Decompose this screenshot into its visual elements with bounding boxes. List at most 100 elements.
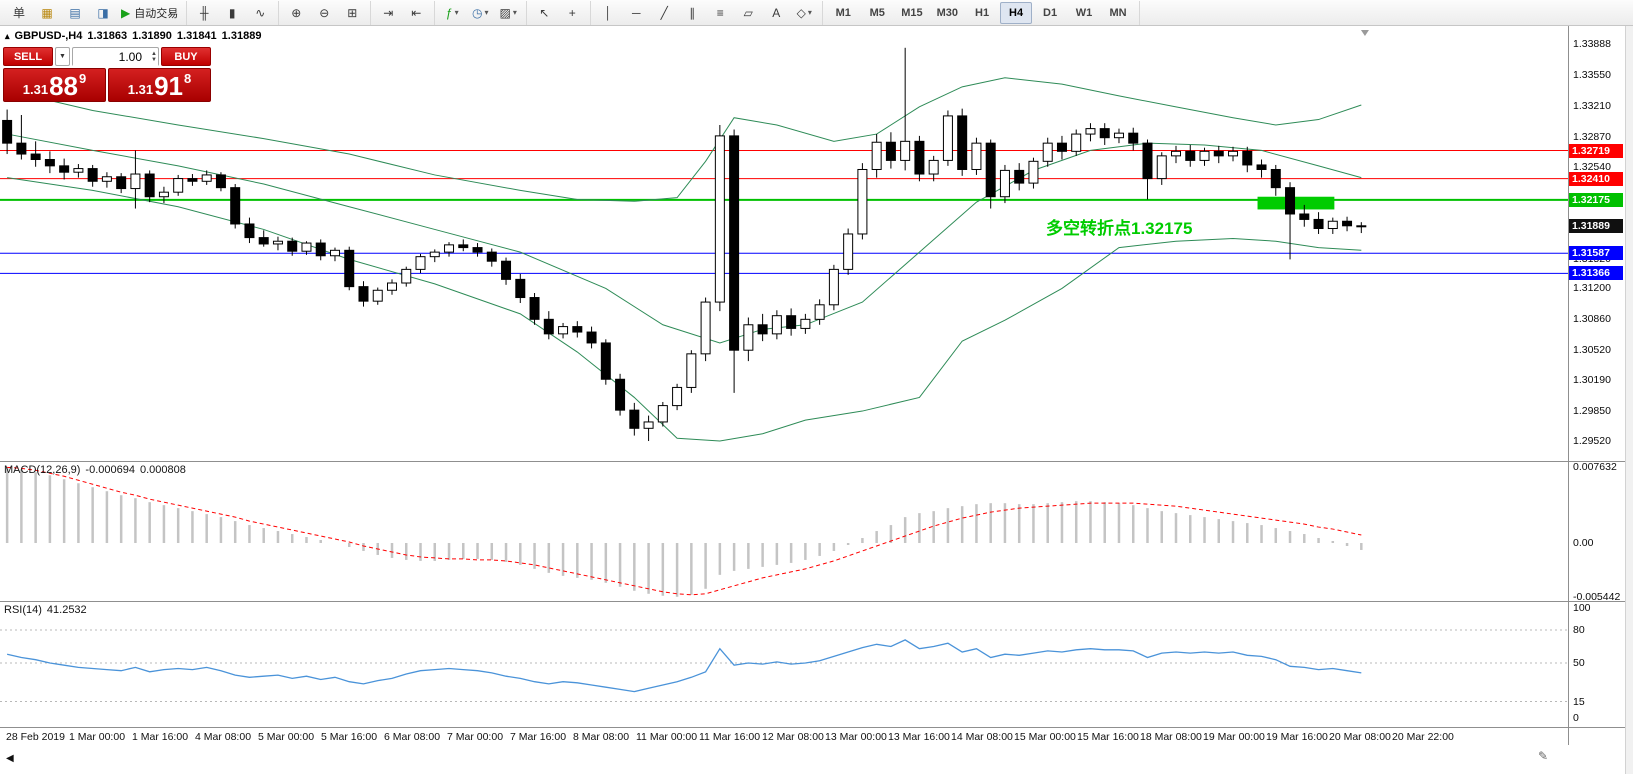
candle [1156,152,1167,185]
volume-down-icon[interactable]: ▼ [151,56,157,63]
indicators-icon[interactable]: ƒ ▾ [439,2,465,24]
rsi-pane[interactable]: RSI(14) 41.2532 [0,602,1568,728]
zoom-in-icon-glyph: ⊕ [291,5,302,20]
chevron-down-icon[interactable]: ▾ [807,8,812,17]
candle [1014,163,1025,191]
new-order-button[interactable]: 单 [6,2,32,24]
bid-prefix: 1.31 [22,82,49,97]
time-axis-label: 13 Mar 00:00 [825,731,887,743]
candle [828,264,839,311]
arrow-objects-icon[interactable]: ◇ ▾ [791,2,817,24]
vertical-line-icon[interactable]: │ [595,2,621,24]
horizontal-line-icon[interactable]: ─ [623,2,649,24]
price-axis: 1.338881.335501.332101.328701.325401.322… [1569,26,1625,461]
crosshair-icon[interactable]: + [559,2,585,24]
panel-collapse-icon[interactable]: ▴ [5,31,10,41]
time-axis-label: 4 Mar 08:00 [195,731,252,743]
new-chart-icon[interactable]: ▦ [34,2,60,24]
shapes-icon[interactable]: ▱ [735,2,761,24]
volume-dropdown-button[interactable]: ▼ [55,47,70,66]
candle [1199,147,1210,166]
time-axis[interactable]: 28 Feb 2019 1 Mar 00:00 1 Mar 16:00 4 Mar 0… [0,728,1568,745]
pane-separator[interactable] [0,461,1625,462]
timeframe-h4[interactable]: H4 [1000,1,1033,24]
price-axis-label: 1.30520 [1573,344,1611,357]
chart-shift-marker-icon[interactable] [1360,30,1369,36]
chevron-down-icon[interactable]: ▾ [512,8,517,17]
timeframe-w1[interactable]: W1 [1075,6,1093,19]
line-chart-icon[interactable]: ∿ [247,2,273,24]
tile-windows-icon[interactable]: ⊞ [339,2,365,24]
candle [615,373,626,416]
periods-icon-glyph: ◷ [471,5,483,20]
quick-edit-icon[interactable]: ✎ [1538,749,1549,763]
auto-scroll-icon[interactable]: ⇥ [375,2,401,24]
zoom-in-icon[interactable]: ⊕ [283,2,309,24]
ask-price-box[interactable]: 1.31 91 8 [108,68,211,102]
volume-input-wrap: ▲ ▼ [72,47,159,66]
time-axis-label: 1 Mar 16:00 [132,731,189,743]
zoom-out-icon[interactable]: ⊖ [311,2,337,24]
vertical-scrollbar[interactable] [1625,26,1633,774]
price-pane[interactable]: ▴ GBPUSD-,H4 1.31863 1.31890 1.31841 1.31889 … [0,26,1568,461]
chevron-down-icon[interactable]: ▾ [484,8,489,17]
sell-button[interactable]: SELL [3,47,53,66]
fibonacci-icon[interactable]: ≡ [707,2,733,24]
pane-separator[interactable] [0,601,1625,602]
time-axis-label: 8 Mar 08:00 [573,731,630,743]
timeframe-d1[interactable]: D1 [1043,6,1058,19]
rsi-line [6,639,1362,693]
buy-button[interactable]: BUY [161,47,211,66]
channel-icon-glyph: ∥ [689,5,696,20]
macd-pane[interactable]: MACD(12,26,9) -0.000694 0.000808 [0,462,1568,602]
time-axis-label: 12 Mar 08:00 [762,731,824,743]
profiles-icon[interactable]: ▤ [62,2,88,24]
time-axis-label: 11 Mar 16:00 [699,731,761,743]
candle [771,310,782,340]
candlestick-chart-icon[interactable]: ▮ [219,2,245,24]
macd-label: MACD(12,26,9) -0.000694 0.000808 [4,464,186,476]
timeframe-m5[interactable]: M5 [869,6,885,19]
candle [1171,145,1181,164]
volume-input[interactable] [73,48,158,66]
text-icon[interactable]: A [763,2,789,24]
price-axis-label: 1.33210 [1573,99,1611,112]
candle [1313,212,1324,234]
chart-area: ▴ GBPUSD-,H4 1.31863 1.31890 1.31841 1.31889 … [0,26,1633,774]
candle [59,158,70,180]
candle [486,248,497,267]
scroll-left-icon[interactable]: ◀ [6,753,14,764]
timeframe-mn[interactable]: MN [1109,6,1127,19]
rsi-axis-label: 15 [1573,695,1585,708]
cursor-icon[interactable]: ↖ [531,2,557,24]
timeframe-m30[interactable]: M30 [936,6,959,19]
candle [1242,146,1253,173]
auto-trading-button[interactable]: ▶ 自动交易 [118,2,181,24]
bid-price-box[interactable]: 1.31 88 9 [3,68,106,102]
channel-icon[interactable]: ∥ [679,2,705,24]
chevron-down-icon[interactable]: ▾ [454,8,459,17]
templates-icon[interactable]: ▨ ▾ [495,2,521,24]
chart-shift-icon[interactable]: ⇤ [403,2,429,24]
candle [1342,216,1353,232]
time-axis-label: 1 Mar 00:00 [69,731,126,743]
candle [543,311,554,340]
quote-open: 1.31863 [87,30,128,42]
bar-chart-icon[interactable]: ╫ [191,2,217,24]
price-level-tag: 1.32410 [1569,171,1623,186]
price-axis-label: 1.32870 [1573,130,1611,143]
candle [1185,144,1196,167]
candle [116,173,127,194]
timeframe-m15[interactable]: M15 [901,6,923,19]
timeframe-m1[interactable]: M1 [835,6,851,19]
highlight-rectangle[interactable] [1257,196,1335,210]
navigator-icon[interactable]: ◨ [90,2,116,24]
candle [1042,137,1053,167]
trendline-icon[interactable]: ╱ [651,2,677,24]
timeframe-h1[interactable]: H1 [975,6,990,19]
rsi-axis-label: 50 [1573,657,1585,669]
volume-up-icon[interactable]: ▲ [151,50,157,57]
periods-icon[interactable]: ◷ ▾ [467,2,493,24]
candle [1113,128,1124,144]
time-axis-label: 5 Mar 00:00 [258,731,315,743]
